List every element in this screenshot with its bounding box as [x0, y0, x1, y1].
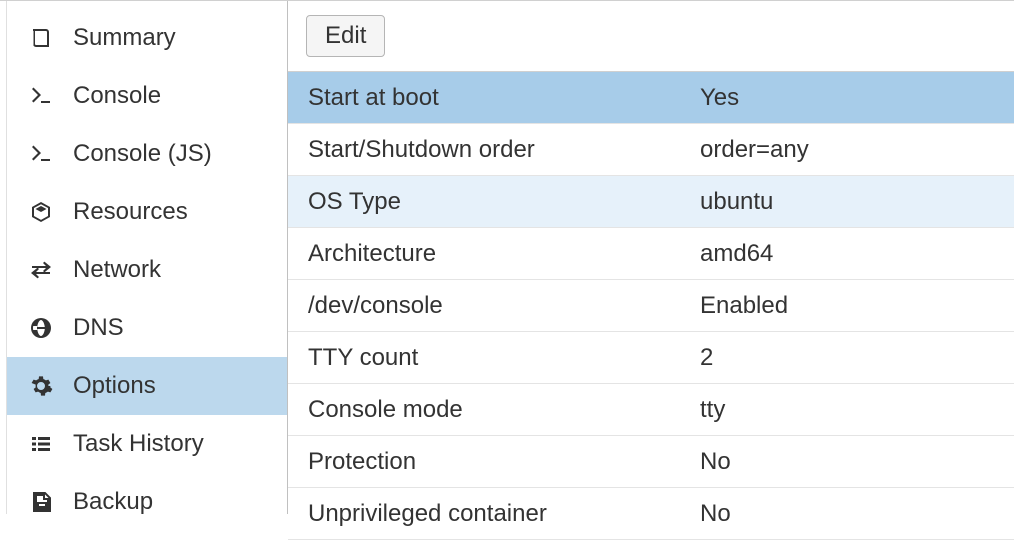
sidebar-item-backup[interactable]: Backup: [7, 473, 287, 531]
option-row-start-shutdown-order[interactable]: Start/Shutdown order order=any: [288, 124, 1014, 176]
cube-icon: [29, 200, 61, 224]
sidebar-item-label: Backup: [73, 488, 153, 516]
option-value: order=any: [700, 136, 1014, 164]
option-value: Enabled: [700, 292, 1014, 320]
option-value: ubuntu: [700, 188, 1014, 216]
sidebar-item-console-js[interactable]: Console (JS): [7, 125, 287, 183]
option-row-protection[interactable]: Protection No: [288, 436, 1014, 488]
terminal-icon: [29, 142, 61, 166]
sidebar-item-network[interactable]: Network: [7, 241, 287, 299]
option-key: Start at boot: [308, 84, 700, 112]
sidebar-item-label: Summary: [73, 24, 176, 52]
option-value: Yes: [700, 84, 1014, 112]
option-key: Console mode: [308, 396, 700, 424]
sidebar-item-label: Resources: [73, 198, 188, 226]
option-value: tty: [700, 396, 1014, 424]
globe-icon: [29, 316, 61, 340]
option-key: TTY count: [308, 344, 700, 372]
list-icon: [29, 432, 61, 456]
option-key: /dev/console: [308, 292, 700, 320]
sidebar-item-dns[interactable]: DNS: [7, 299, 287, 357]
option-row-dev-console[interactable]: /dev/console Enabled: [288, 280, 1014, 332]
toolbar: Edit: [288, 1, 1014, 72]
sidebar-item-summary[interactable]: Summary: [7, 9, 287, 67]
sidebar-item-label: Options: [73, 372, 156, 400]
sidebar-item-console[interactable]: Console: [7, 67, 287, 125]
option-value: amd64: [700, 240, 1014, 268]
option-key: Architecture: [308, 240, 700, 268]
sidebar: Summary Console Console (JS) Resources N…: [6, 1, 288, 514]
sidebar-item-label: Task History: [73, 430, 204, 458]
book-icon: [29, 26, 61, 50]
sidebar-item-options[interactable]: Options: [7, 357, 287, 415]
main-panel: Edit Start at boot Yes Start/Shutdown or…: [288, 1, 1014, 514]
option-row-unprivileged-container[interactable]: Unprivileged container No: [288, 488, 1014, 540]
option-key: Protection: [308, 448, 700, 476]
option-row-os-type[interactable]: OS Type ubuntu: [288, 176, 1014, 228]
sidebar-item-resources[interactable]: Resources: [7, 183, 287, 241]
sidebar-item-task-history[interactable]: Task History: [7, 415, 287, 473]
options-table: Start at boot Yes Start/Shutdown order o…: [288, 72, 1014, 540]
option-value: No: [700, 448, 1014, 476]
sidebar-item-label: Console (JS): [73, 140, 212, 168]
sidebar-item-label: Console: [73, 82, 161, 110]
sidebar-item-label: DNS: [73, 314, 124, 342]
option-row-console-mode[interactable]: Console mode tty: [288, 384, 1014, 436]
sidebar-item-label: Network: [73, 256, 161, 284]
option-value: 2: [700, 344, 1014, 372]
terminal-icon: [29, 84, 61, 108]
option-key: Start/Shutdown order: [308, 136, 700, 164]
save-icon: [29, 490, 61, 514]
option-row-start-at-boot[interactable]: Start at boot Yes: [288, 72, 1014, 124]
option-row-architecture[interactable]: Architecture amd64: [288, 228, 1014, 280]
option-key: OS Type: [308, 188, 700, 216]
gear-icon: [29, 374, 61, 398]
edit-button[interactable]: Edit: [306, 15, 385, 57]
exchange-icon: [29, 258, 61, 282]
option-row-tty-count[interactable]: TTY count 2: [288, 332, 1014, 384]
